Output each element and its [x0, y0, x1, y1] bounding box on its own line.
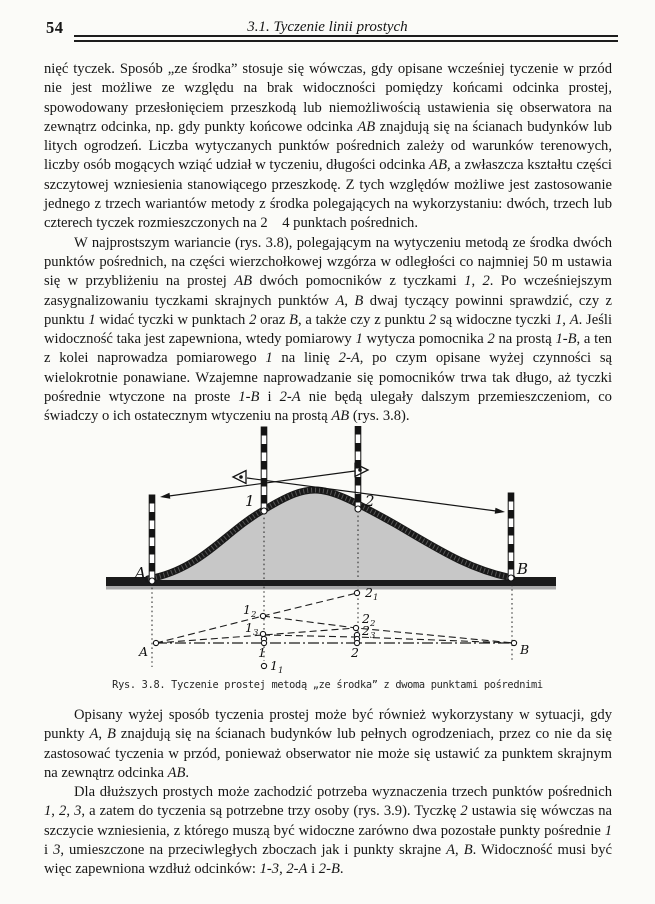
body-text-bottom: Opisany wyżej sposób tyczenia prostej mo…: [44, 706, 612, 880]
paragraph: nięć tyczek. Sposób „ze środka” stosuje …: [44, 61, 612, 232]
ranging-pole-A: [148, 494, 156, 585]
hill: [144, 486, 516, 583]
eye-icon-observer-2: [354, 462, 370, 478]
plan-label-2-3: 23: [361, 623, 375, 641]
plan-iteration-lines: [155, 592, 515, 644]
plan-label-2-1: 21: [364, 585, 378, 603]
figure-rys-3-8: A B 1 2: [0, 426, 655, 676]
sight-line-2-to-A: [160, 462, 370, 499]
label-point-2: 2: [364, 492, 375, 510]
paragraph: Opisany wyżej sposób tyczenia prostej mo…: [44, 707, 612, 781]
ranging-pole-1: [260, 426, 268, 515]
label-point-A: A: [133, 564, 146, 582]
running-head: 3.1. Tyczenie linii prostych: [247, 19, 408, 35]
plan-points: [152, 589, 518, 670]
page-number: 54: [46, 18, 64, 37]
plan-label-1-2: 12: [243, 602, 256, 620]
plan-label-A: A: [138, 644, 148, 659]
paragraph: W najprostszym wariancie (rys. 3.8), pol…: [44, 234, 613, 425]
plan-label-1-1: 11: [270, 658, 283, 676]
plan-label-B: B: [519, 642, 529, 657]
sight-line-1-to-B: [231, 469, 505, 514]
paragraph: Dla dłuższych prostych może zachodzić po…: [44, 784, 613, 878]
ranging-pole-B: [507, 492, 515, 582]
projection-lines: [151, 511, 513, 667]
figure-caption: Rys. 3.8. Tyczenie prostej metodą „ze śr…: [112, 679, 543, 691]
eye-icon-observer-1: [231, 469, 247, 485]
ground-band: [106, 577, 556, 590]
plan-label-2: 2: [350, 645, 359, 660]
header-rule: [74, 35, 618, 42]
surveying-diagram: A B 1 2: [106, 426, 556, 676]
body-text-top: nięć tyczek. Sposób „ze środka” stosuje …: [44, 60, 612, 427]
plan-label-1-3: 13: [245, 620, 258, 638]
label-point-B: B: [516, 560, 528, 578]
plan-label-2-2: 22: [361, 611, 375, 629]
label-point-1: 1: [245, 492, 255, 510]
plan-label-1: 1: [258, 645, 266, 660]
